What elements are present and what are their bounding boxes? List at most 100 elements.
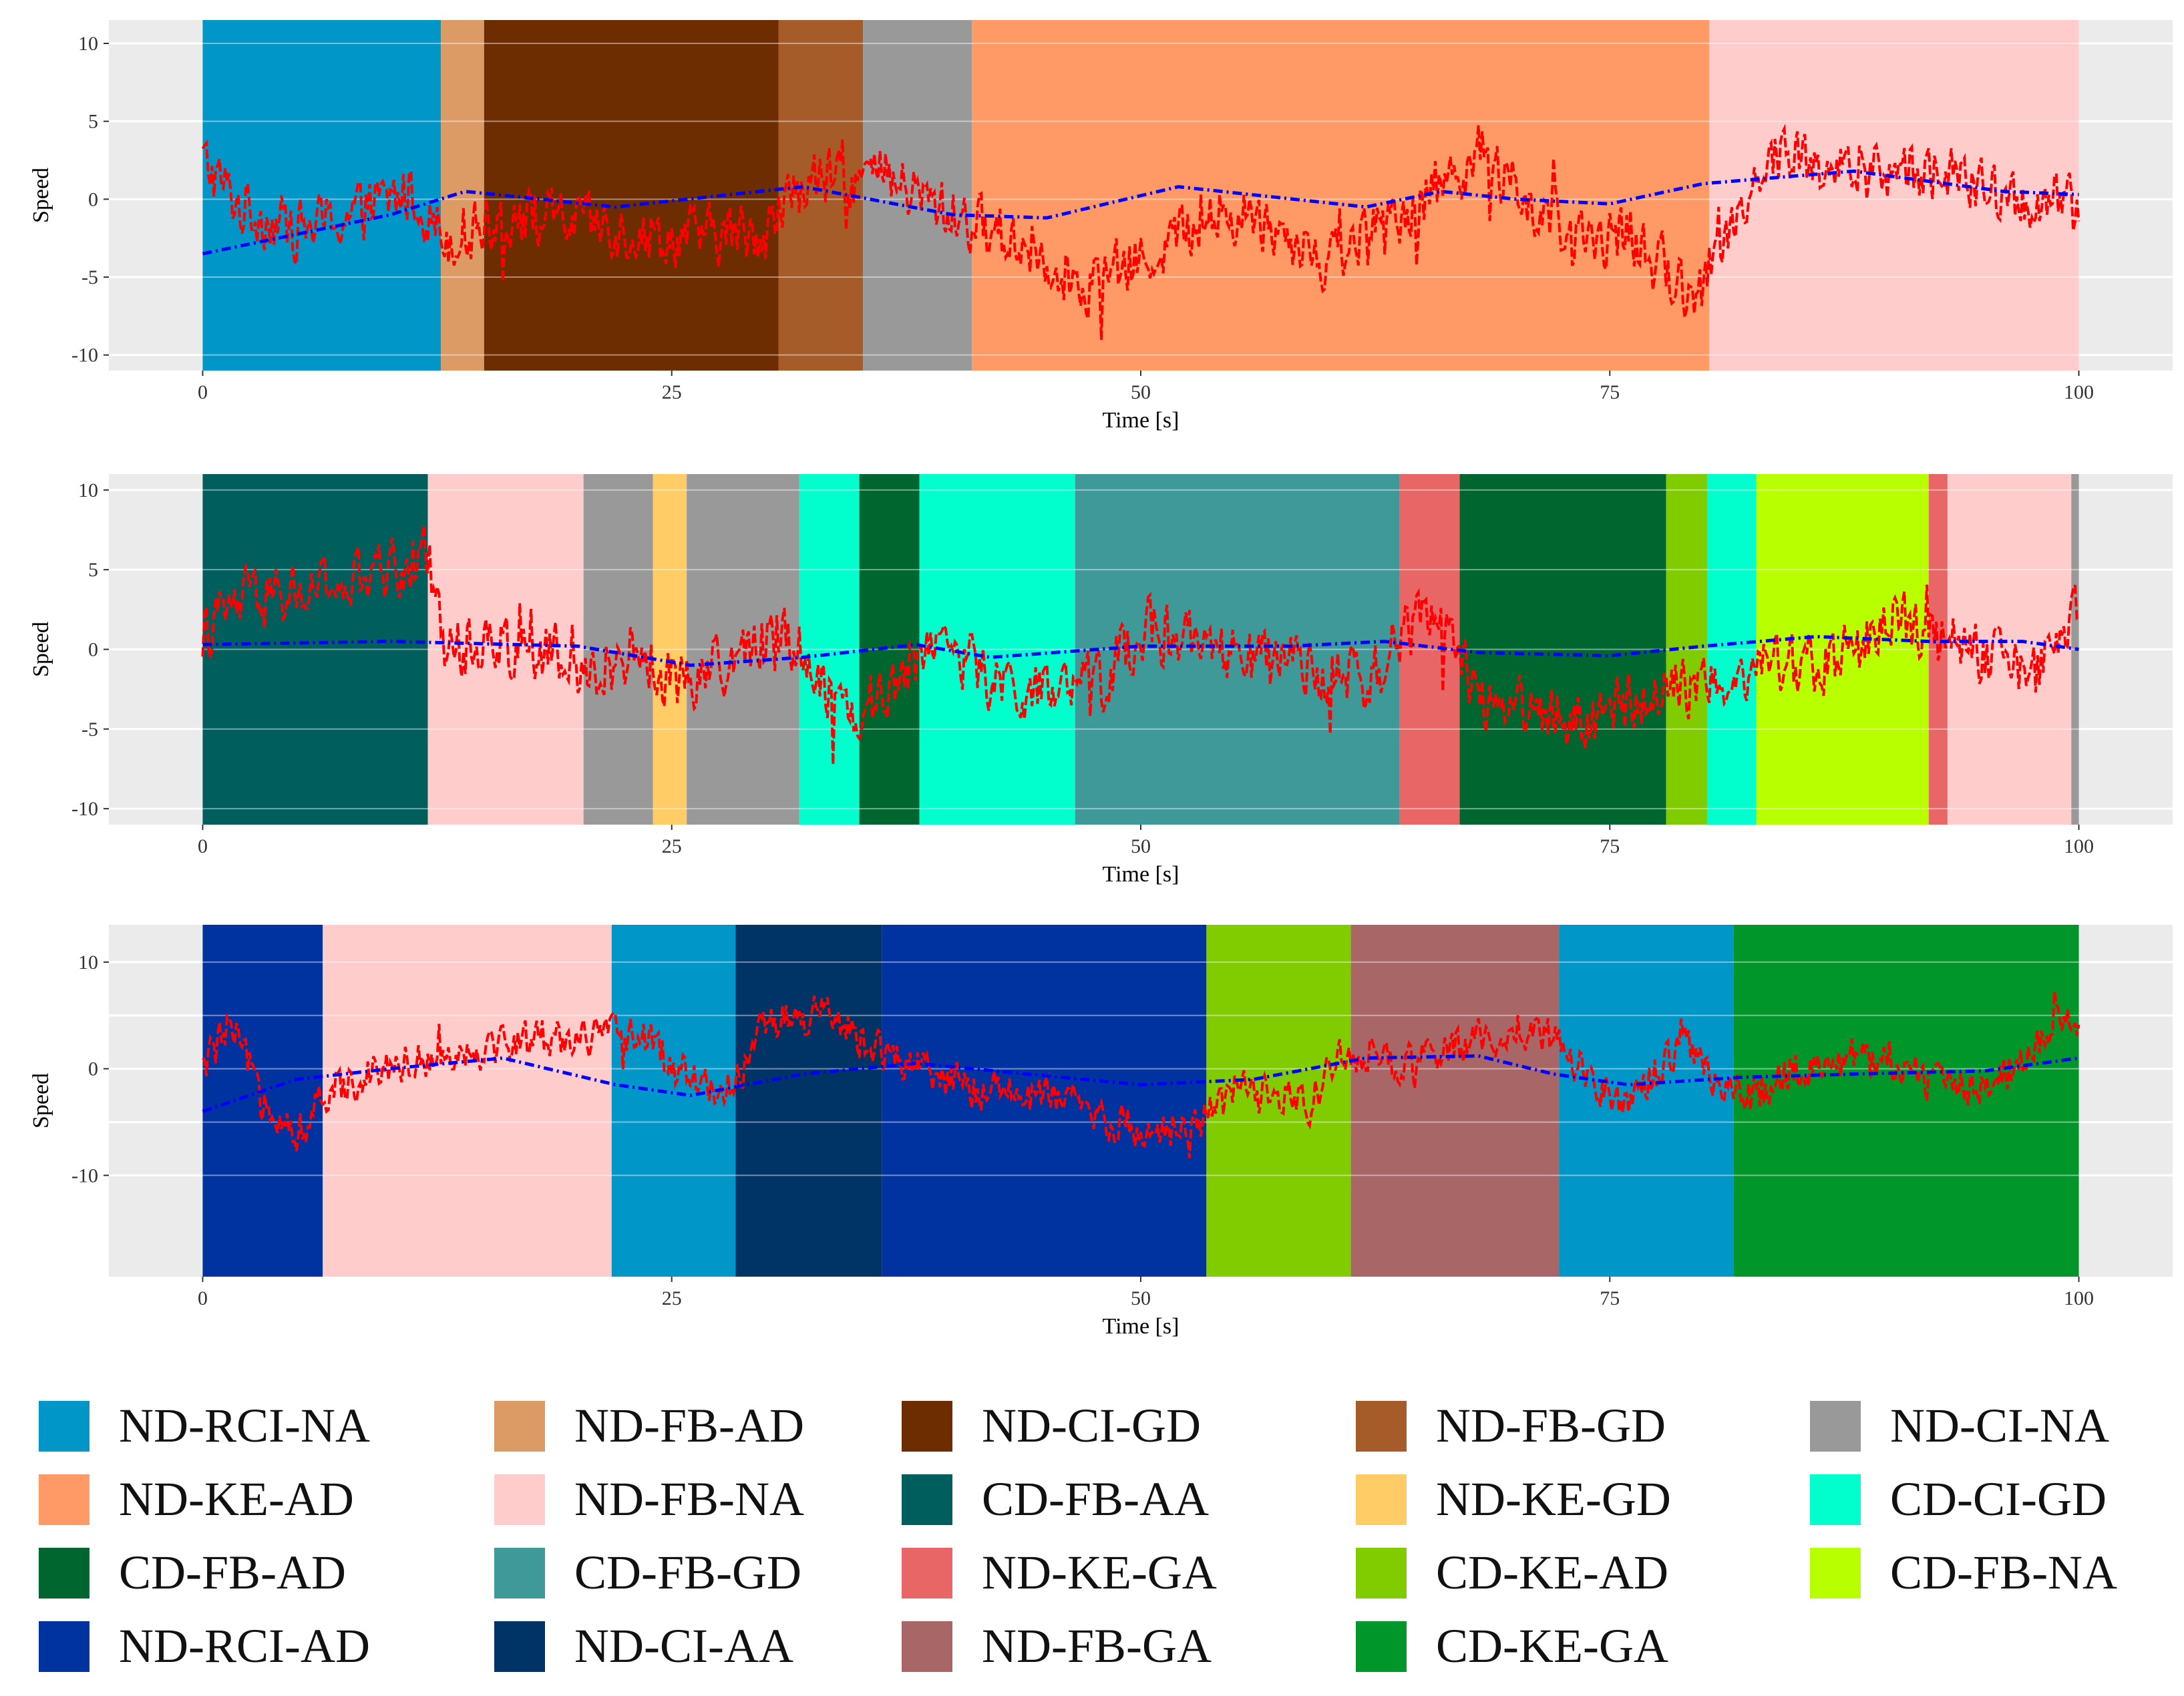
- segment-nd-rci-na: [611, 925, 736, 1277]
- x-tick-label: 75: [1600, 1287, 1620, 1309]
- legend-label: CD-KE-GA: [1436, 1619, 1668, 1673]
- y-tick-label: 5: [88, 559, 98, 581]
- legend-swatch: [494, 1621, 545, 1672]
- segment-nd-fb-na: [1709, 20, 2079, 371]
- legend-label: CD-FB-AA: [982, 1472, 1210, 1526]
- y-tick-label: -10: [71, 345, 98, 367]
- legend-label: CD-KE-AD: [1436, 1546, 1668, 1599]
- x-tick-label: 0: [198, 835, 208, 857]
- x-tick-label: 0: [198, 1287, 208, 1309]
- legend-swatch: [902, 1548, 952, 1599]
- legend-swatch: [1356, 1401, 1407, 1452]
- segment-nd-ci-na: [863, 20, 972, 371]
- legend-label: CD-FB-AD: [119, 1546, 347, 1599]
- segment-nd-ci-na: [687, 474, 799, 825]
- x-tick-label: 100: [2064, 1287, 2094, 1309]
- y-tick-label: 10: [78, 33, 98, 55]
- legend-label: ND-FB-GA: [982, 1619, 1212, 1673]
- segment-nd-rci-na: [202, 20, 441, 371]
- legend-swatch: [1810, 1548, 1861, 1599]
- segment-nd-ci-aa: [735, 925, 882, 1277]
- x-axis-title: Time [s]: [1103, 408, 1179, 433]
- y-axis-title: Speed: [29, 622, 53, 677]
- segment-nd-rci-ad: [882, 925, 1207, 1277]
- speed-line: [201, 525, 2080, 765]
- x-tick-label: 25: [662, 835, 682, 857]
- x-axis-title: Time [s]: [1103, 1314, 1179, 1339]
- legend-swatch: [1810, 1474, 1861, 1525]
- segment-cd-ke-ga: [1733, 925, 2079, 1277]
- segment-nd-fb-na: [323, 925, 612, 1277]
- x-tick-label: 50: [1131, 1287, 1151, 1309]
- trend-line: [202, 634, 2079, 667]
- x-tick-label: 25: [662, 1287, 682, 1309]
- x-tick-label: 0: [198, 381, 208, 403]
- segment-cd-fb-ad: [1459, 474, 1666, 825]
- segment-nd-fb-ga: [1350, 925, 1560, 1277]
- y-tick-label: 0: [88, 639, 98, 661]
- legend-label: ND-CI-GD: [982, 1399, 1201, 1452]
- legend-swatch: [39, 1621, 89, 1672]
- legend-label: ND-KE-AD: [119, 1472, 354, 1526]
- segment-cd-ci-gd: [919, 474, 1075, 825]
- y-tick-label: -5: [81, 266, 98, 288]
- legend-swatch: [39, 1401, 89, 1452]
- legend-label: ND-KE-GD: [1436, 1472, 1671, 1526]
- speed-line: [202, 992, 2080, 1158]
- x-tick-label: 75: [1600, 381, 1620, 403]
- legend-swatch: [1810, 1401, 1861, 1452]
- x-axis-title: Time [s]: [1103, 862, 1179, 887]
- legend-label: ND-CI-AA: [574, 1619, 793, 1673]
- x-tick-label: 75: [1600, 835, 1620, 857]
- legend-label: ND-CI-NA: [1890, 1399, 2109, 1452]
- segment-nd-ke-gd: [653, 474, 687, 825]
- legend-label: ND-FB-AD: [574, 1399, 805, 1452]
- trend-line: [202, 169, 2079, 256]
- segment-cd-fb-aa: [202, 474, 428, 825]
- legend-label: ND-FB-GD: [1436, 1399, 1666, 1452]
- legend-label: ND-RCI-AD: [119, 1619, 370, 1673]
- legend-label: ND-RCI-NA: [119, 1399, 370, 1452]
- y-axis-title: Speed: [29, 168, 53, 223]
- legend-swatch: [39, 1548, 89, 1599]
- segment-nd-ke-ga: [1399, 474, 1460, 825]
- legend-swatch: [39, 1474, 89, 1525]
- y-tick-label: 5: [88, 111, 98, 133]
- legend-swatch: [902, 1621, 952, 1672]
- segment-nd-ke-ad: [972, 20, 1710, 371]
- legend-swatch: [1356, 1548, 1407, 1599]
- legend: ND-RCI-NA ND-FB-AD ND-CI-GD ND-FB-GD ND-CI-N…: [0, 1375, 2184, 1696]
- segment-nd-ci-gd: [484, 20, 779, 371]
- y-axis-title: Speed: [29, 1073, 53, 1128]
- speed-line: [201, 124, 2080, 340]
- y-tick-label: -10: [71, 1164, 98, 1187]
- y-tick-label: 0: [88, 1058, 98, 1080]
- legend-label: CD-CI-GD: [1890, 1472, 2107, 1526]
- segment-nd-rci-na: [1559, 925, 1734, 1277]
- legend-swatch: [1356, 1621, 1407, 1672]
- y-tick-label: 0: [88, 188, 98, 210]
- segment-cd-ci-gd: [1707, 474, 1757, 825]
- x-tick-label: 50: [1131, 381, 1151, 403]
- legend-swatch: [902, 1474, 952, 1525]
- legend-label: CD-FB-GD: [574, 1546, 802, 1599]
- y-tick-label: -5: [81, 718, 98, 740]
- x-tick-label: 25: [662, 381, 682, 403]
- legend-swatch: [494, 1548, 545, 1599]
- trend-line: [202, 1054, 2079, 1113]
- legend-swatch: [902, 1401, 952, 1452]
- legend-swatch: [1356, 1474, 1407, 1525]
- legend-swatch: [494, 1474, 545, 1525]
- x-tick-label: 50: [1131, 835, 1151, 857]
- legend-label: ND-KE-GA: [982, 1546, 1217, 1599]
- y-tick-label: -10: [71, 798, 98, 820]
- x-tick-label: 100: [2064, 381, 2094, 403]
- legend-label: ND-FB-NA: [574, 1472, 805, 1526]
- y-tick-label: 10: [78, 479, 98, 501]
- x-tick-label: 100: [2064, 835, 2094, 857]
- legend-swatch: [494, 1401, 545, 1452]
